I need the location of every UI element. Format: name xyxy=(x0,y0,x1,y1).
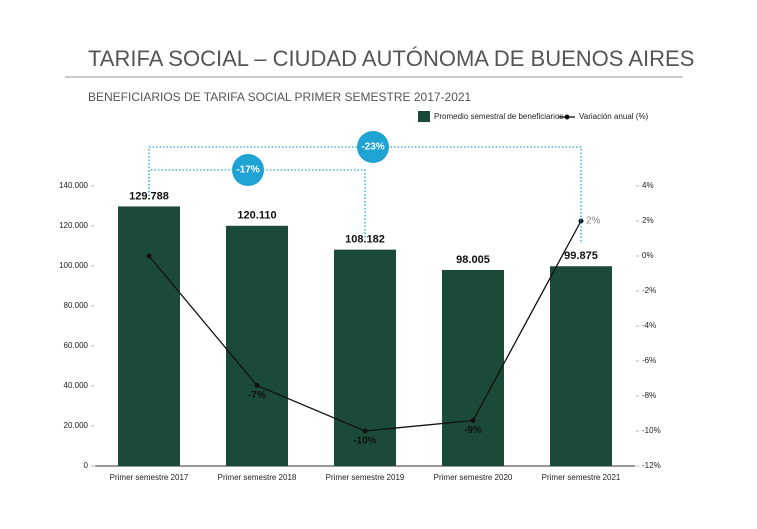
y2-tick-label: 4% xyxy=(642,181,654,190)
chart-subtitle: BENEFICIARIOS DE TARIFA SOCIAL PRIMER SE… xyxy=(88,90,472,104)
x-tick-label: Primer semestre 2019 xyxy=(325,473,405,482)
y-tick-label: 80.000 xyxy=(64,301,89,310)
y-tick-label: 40.000 xyxy=(64,381,89,390)
bar xyxy=(334,249,396,466)
x-tick-label: Primer semestre 2018 xyxy=(217,473,297,482)
bar xyxy=(550,266,612,466)
y2-tick-label: -12% xyxy=(642,461,661,470)
line-value-label: -9% xyxy=(464,425,482,436)
bar-value-label: 120.110 xyxy=(237,210,276,222)
y2-tick-label: -4% xyxy=(642,321,656,330)
bar xyxy=(226,225,288,466)
line-point xyxy=(254,383,260,388)
y2-tick-label: 2% xyxy=(642,216,654,225)
annotation-label: -17% xyxy=(236,165,259,176)
y-tick-label: 120.000 xyxy=(59,221,88,230)
y2-tick-label: 0% xyxy=(642,251,654,260)
annotation-label: -23% xyxy=(361,142,384,153)
legend-label: Promedio semestral de beneficiarios xyxy=(434,112,563,121)
bar-value-label: 129.788 xyxy=(129,190,169,202)
line-value-label: -7% xyxy=(248,390,266,401)
chart-title: TARIFA SOCIAL – CIUDAD AUTÓNOMA DE BUENO… xyxy=(88,46,694,71)
y-tick-label: 0 xyxy=(84,461,89,470)
bar-value-label: 98.005 xyxy=(456,254,490,266)
line-point xyxy=(470,418,476,423)
annotation-badge xyxy=(357,131,389,163)
y-tick-label: 140.000 xyxy=(59,181,88,190)
bar-value-label: 99.875 xyxy=(564,250,598,262)
line-point xyxy=(578,218,584,224)
x-tick-label: Primer semestre 2020 xyxy=(433,473,513,482)
line-value-label: 2% xyxy=(586,216,601,227)
y-tick-label: 60.000 xyxy=(64,341,89,350)
y2-tick-label: -10% xyxy=(642,426,661,435)
y-tick-label: 20.000 xyxy=(64,421,89,430)
y-tick-label: 100.000 xyxy=(59,261,88,270)
x-tick-label: Primer semestre 2017 xyxy=(109,473,189,482)
line-point xyxy=(146,253,152,259)
legend-marker xyxy=(564,114,570,120)
bar xyxy=(118,206,180,466)
y2-tick-label: -2% xyxy=(642,286,656,295)
annotation-badge xyxy=(232,154,264,186)
x-tick-label: Primer semestre 2021 xyxy=(541,473,621,482)
line-value-label: -10% xyxy=(353,436,376,447)
legend-swatch xyxy=(418,111,430,122)
y2-tick-label: -8% xyxy=(642,391,656,400)
y2-tick-label: -6% xyxy=(642,356,656,365)
legend-label: Variación anual (%) xyxy=(579,112,649,121)
line-point xyxy=(362,428,368,434)
bar xyxy=(442,269,504,466)
bar-value-label: 108.182 xyxy=(345,234,385,246)
